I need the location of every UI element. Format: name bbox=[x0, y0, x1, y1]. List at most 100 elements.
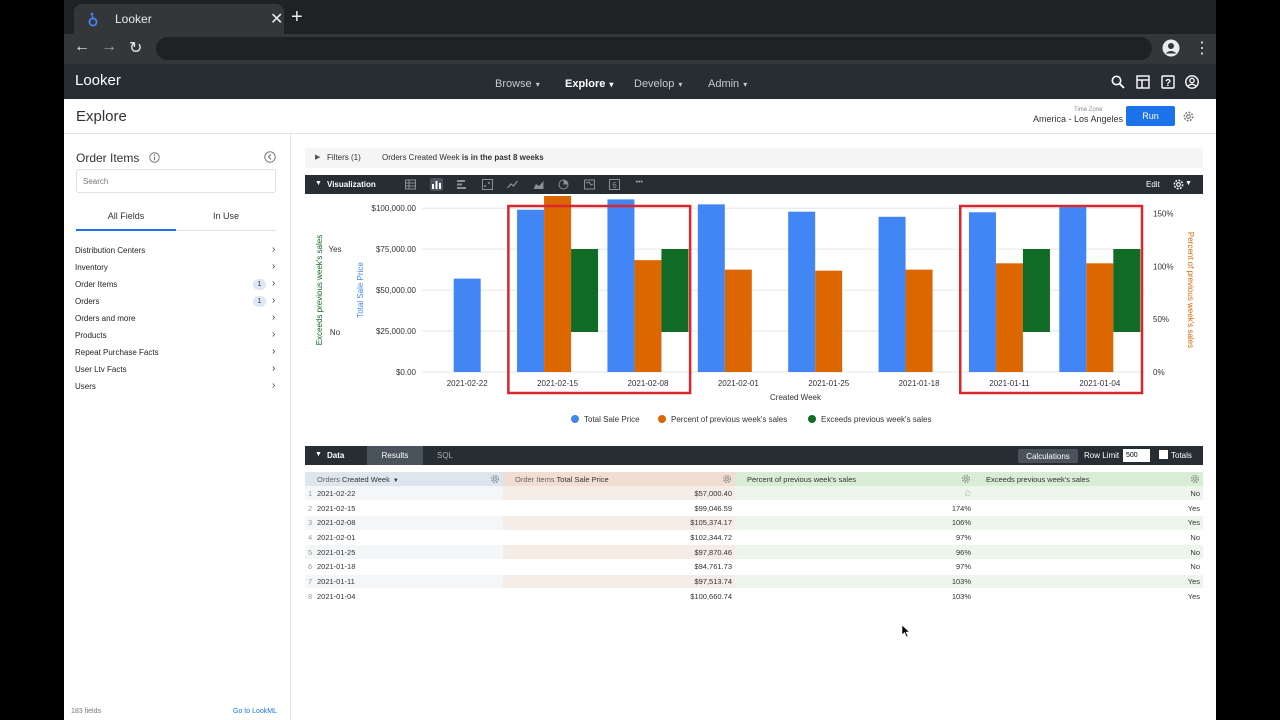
svg-text:?: ? bbox=[1165, 78, 1171, 89]
map-icon[interactable] bbox=[583, 178, 596, 191]
tab-all-fields[interactable]: All Fields bbox=[107, 211, 145, 221]
bar-icon[interactable] bbox=[455, 178, 468, 191]
view-item[interactable]: Repeat Purchase Facts › bbox=[75, 345, 280, 361]
expand-icon[interactable]: ▶ bbox=[315, 154, 321, 161]
column-view-name: Orders bbox=[317, 474, 343, 484]
dashboard-icon[interactable] bbox=[1136, 75, 1150, 89]
column-header[interactable]: Orders Created Week ▼ bbox=[305, 472, 503, 486]
new-tab-icon[interactable]: + bbox=[291, 6, 303, 28]
help-icon[interactable]: ? bbox=[1161, 75, 1175, 89]
table-row[interactable]: 5 2021-01-25 $97,870.46 96% No bbox=[305, 544, 1203, 560]
collapse-icon[interactable]: ▼ bbox=[315, 451, 322, 458]
reload-icon[interactable]: ↻ bbox=[129, 40, 143, 57]
timezone-select[interactable]: America - Los Angeles bbox=[1033, 114, 1124, 124]
go-to-lookml-link[interactable]: Go to LookML bbox=[233, 708, 277, 715]
account-icon[interactable] bbox=[1185, 75, 1199, 89]
chevron-down-icon[interactable]: ▼ bbox=[1185, 180, 1192, 187]
view-item[interactable]: Products › bbox=[75, 328, 280, 344]
view-item[interactable]: Distribution Centers › bbox=[75, 243, 280, 259]
sort-desc-icon[interactable]: ▼ bbox=[392, 477, 399, 484]
area-icon[interactable] bbox=[532, 178, 545, 191]
mouse-cursor-icon bbox=[902, 625, 910, 637]
x-tick-label: 2021-01-18 bbox=[899, 379, 940, 388]
view-item[interactable]: Order Items 1 › bbox=[75, 277, 280, 293]
bar-percent-previous bbox=[995, 263, 1023, 372]
table-row[interactable]: 6 2021-01-18 $94,761.73 97% No bbox=[305, 559, 1203, 575]
column-header[interactable]: Exceeds previous week's sales bbox=[974, 472, 1203, 486]
collapse-icon[interactable]: ▼ bbox=[315, 180, 322, 187]
forward-icon[interactable]: → bbox=[101, 38, 117, 55]
table-row[interactable]: 3 2021-02-08 $105,374.17 106% Yes bbox=[305, 515, 1203, 531]
collapse-panel-icon[interactable] bbox=[264, 151, 276, 163]
x-tick-label: 2021-01-25 bbox=[808, 379, 849, 388]
bar-total-sale-price bbox=[697, 204, 725, 372]
browser-menu-icon[interactable]: ⋮ bbox=[1194, 40, 1210, 57]
column-header[interactable]: Percent of previous week's sales bbox=[735, 472, 974, 486]
cat-axis-title: Exceeds previous week's sales bbox=[315, 235, 324, 345]
looker-logo[interactable]: Looker bbox=[75, 72, 121, 89]
menu-browse[interactable]: Browse ▾ bbox=[495, 78, 540, 90]
totals-checkbox[interactable] bbox=[1159, 450, 1168, 459]
selected-count-badge: 1 bbox=[253, 279, 266, 290]
calculations-button[interactable]: Calculations bbox=[1018, 449, 1078, 463]
table-row[interactable]: 8 2021-01-04 $100,660.74 103% Yes bbox=[305, 588, 1203, 604]
more-icon[interactable]: ••• bbox=[635, 179, 643, 186]
view-item[interactable]: Orders 1 › bbox=[75, 294, 280, 310]
cell-percent-previous: 103% bbox=[735, 574, 974, 590]
column-gear-icon[interactable] bbox=[490, 474, 500, 484]
edit-button[interactable]: Edit bbox=[1146, 180, 1160, 189]
table-icon[interactable] bbox=[404, 178, 417, 191]
gear-icon[interactable] bbox=[1182, 110, 1195, 123]
right-tick-label: 50% bbox=[1153, 315, 1169, 324]
tab-results[interactable]: Results bbox=[367, 446, 423, 465]
selected-count-badge: 1 bbox=[253, 296, 266, 307]
column-header[interactable]: Order Items Total Sale Price bbox=[503, 472, 735, 486]
column-icon[interactable] bbox=[429, 178, 443, 191]
scatter-icon[interactable] bbox=[481, 178, 494, 191]
table-row[interactable]: 7 2021-01-11 $97,513.74 103% Yes bbox=[305, 574, 1203, 590]
menu-admin[interactable]: Admin ▾ bbox=[708, 78, 747, 90]
row-limit-input[interactable] bbox=[1123, 449, 1150, 462]
tab-in-use[interactable]: In Use bbox=[212, 211, 239, 221]
column-gear-icon[interactable] bbox=[722, 474, 732, 484]
menu-explore[interactable]: Explore ▾ bbox=[565, 78, 613, 90]
cell-total-sale-price: $105,374.17 bbox=[503, 515, 735, 531]
visualization-label: Visualization bbox=[327, 180, 376, 189]
line-icon[interactable] bbox=[506, 178, 519, 191]
left-tick-label: $75,000.00 bbox=[376, 245, 417, 254]
row-number: 2 bbox=[308, 503, 313, 513]
browser-tab[interactable]: Looker ✕ bbox=[74, 4, 284, 34]
menu-develop[interactable]: Develop ▾ bbox=[634, 78, 682, 90]
view-item[interactable]: Inventory › bbox=[75, 260, 280, 276]
filters-section[interactable]: ▶ Filters (1) Orders Created Week is in … bbox=[305, 148, 1203, 168]
left-tick-label: $50,000.00 bbox=[376, 286, 417, 295]
view-item[interactable]: Orders and more › bbox=[75, 311, 280, 327]
close-tab-icon[interactable]: ✕ bbox=[270, 11, 284, 28]
chevron-right-icon: › bbox=[272, 295, 276, 306]
tab-sql[interactable]: SQL bbox=[436, 451, 453, 460]
filters-condition: is in the past 8 weeks bbox=[461, 153, 544, 162]
view-item[interactable]: User Ltv Facts › bbox=[75, 362, 280, 378]
field-search-input[interactable] bbox=[76, 169, 276, 193]
profile-icon[interactable] bbox=[1162, 39, 1180, 57]
info-icon[interactable] bbox=[149, 152, 160, 163]
column-field-name: Total Sale Price bbox=[556, 474, 609, 484]
column-gear-icon[interactable] bbox=[1190, 474, 1200, 484]
cat-tick-yes: Yes bbox=[328, 245, 341, 254]
left-axis-title: Total Sale Price bbox=[356, 262, 365, 318]
table-row[interactable]: 1 2021-02-22 $57,000.40 ∅ No bbox=[305, 486, 1203, 502]
table-row[interactable]: 2 2021-02-15 $99,046.59 174% Yes bbox=[305, 500, 1203, 516]
run-button[interactable]: Run bbox=[1126, 106, 1175, 126]
table-row[interactable]: 4 2021-02-01 $102,344.72 97% No bbox=[305, 530, 1203, 546]
legend-label: Exceeds previous week's sales bbox=[821, 415, 931, 424]
single-value-icon[interactable]: 6 bbox=[608, 178, 621, 191]
address-bar[interactable] bbox=[156, 37, 1152, 60]
view-name: Order Items bbox=[75, 280, 118, 289]
back-icon[interactable]: ← bbox=[74, 38, 90, 55]
left-tick-label: $100,000.00 bbox=[372, 204, 417, 213]
viz-gear-icon[interactable] bbox=[1172, 178, 1185, 191]
pie-icon[interactable] bbox=[557, 178, 570, 191]
search-icon[interactable] bbox=[1111, 75, 1125, 89]
view-item[interactable]: Users › bbox=[75, 379, 280, 395]
column-gear-icon[interactable] bbox=[961, 474, 971, 484]
